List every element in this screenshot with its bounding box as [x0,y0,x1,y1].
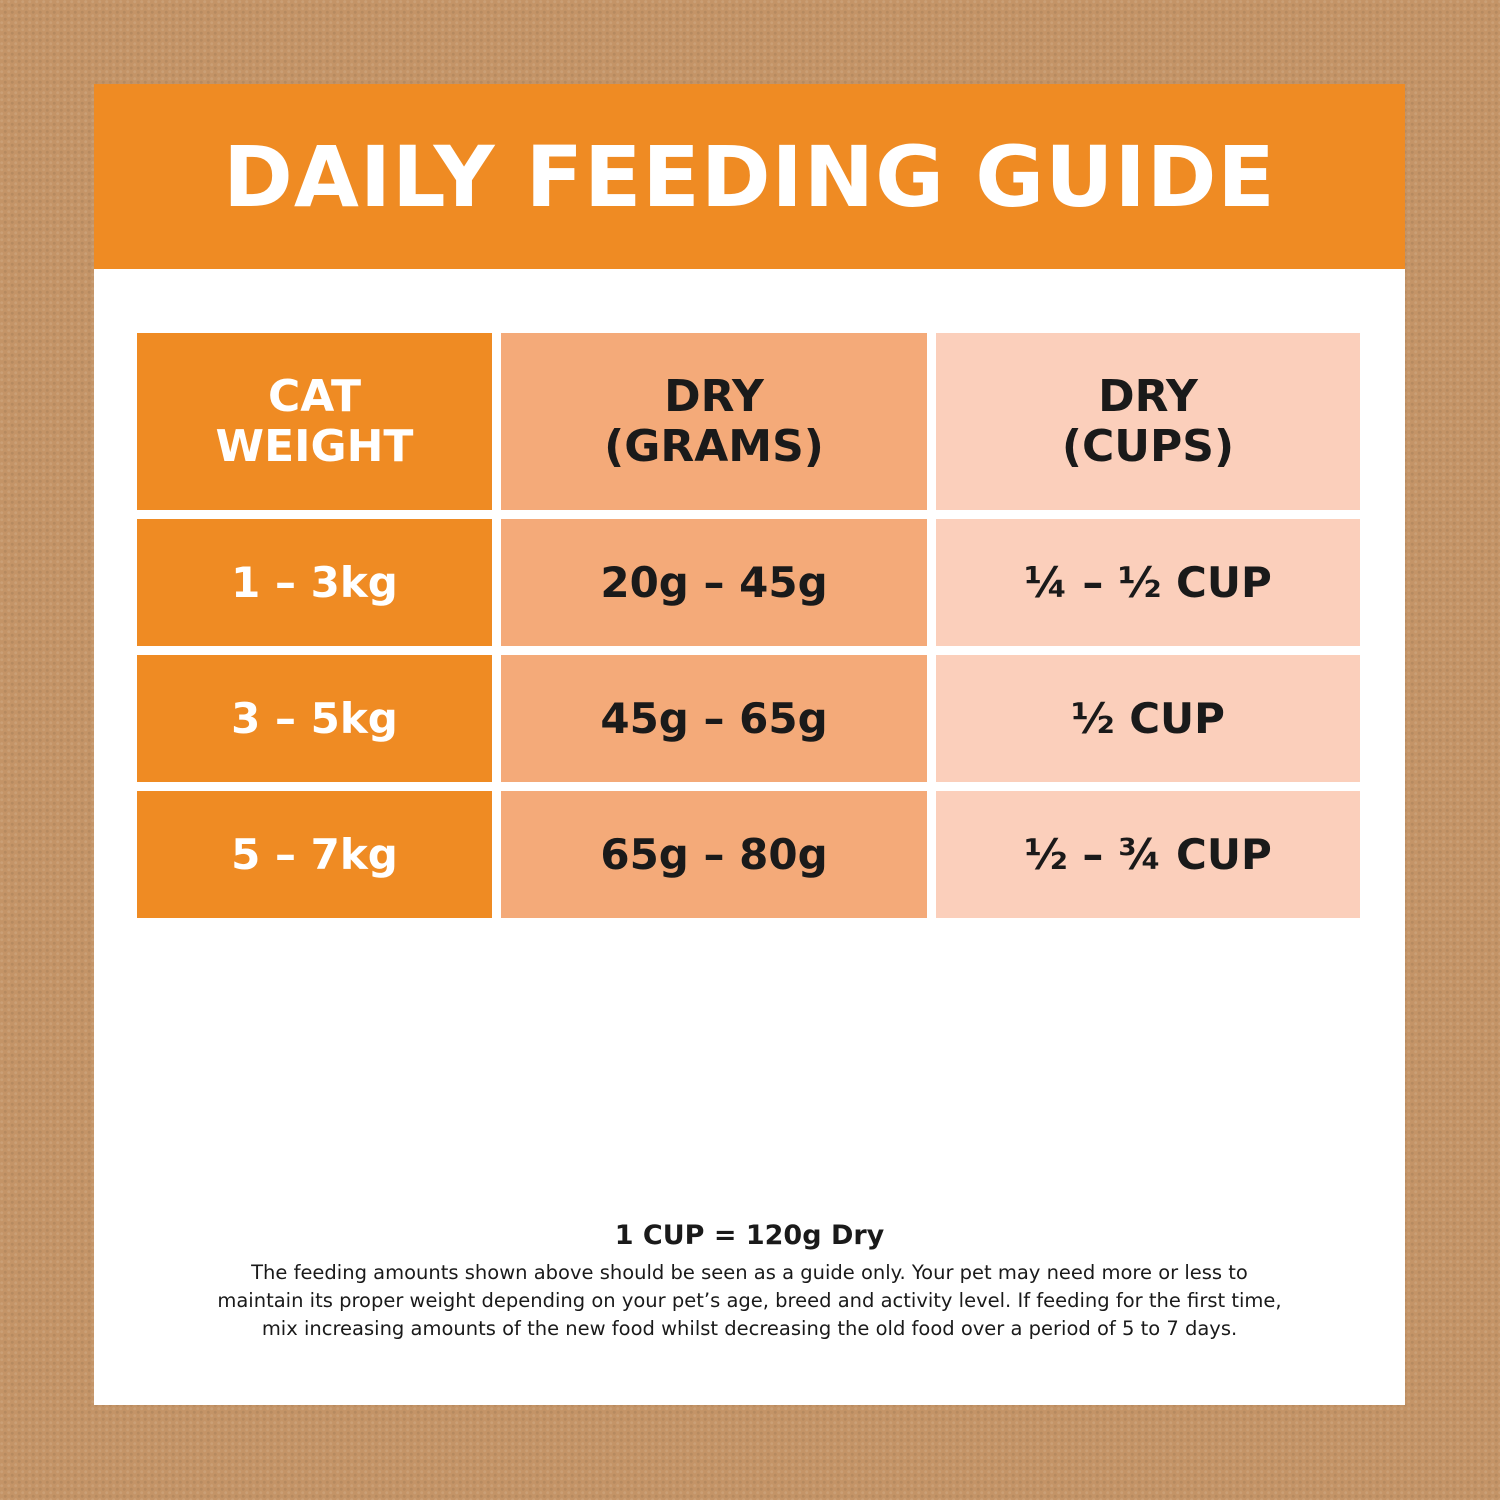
disclaimer-line: The feeding amounts shown above should b… [251,1261,1248,1284]
dry-grams-cell: 45g – 65g [501,655,927,782]
header-dry-cups-line1: DRY [1098,370,1198,422]
header-dry-cups: DRY (CUPS) [936,333,1360,510]
header-dry-grams: DRY (GRAMS) [501,333,927,510]
dry-grams-cell: 20g – 45g [501,519,927,646]
dry-grams-cell: 65g – 80g [501,791,927,918]
dry-cups-cell: ½ – ¾ CUP [936,791,1360,918]
title-banner: DAILY FEEDING GUIDE [94,84,1405,269]
footer-notes: 1 CUP = 120g Dry The feeding amounts sho… [94,1220,1405,1343]
dry-cups-cell: ¼ – ½ CUP [936,519,1360,646]
table-header-row: CAT WEIGHT DRY (GRAMS) DRY (CUPS) [137,333,1360,510]
table-row: 5 – 7kg 65g – 80g ½ – ¾ CUP [137,791,1360,918]
header-cat-weight-line2: WEIGHT [215,420,414,472]
header-cat-weight-line1: CAT [268,370,361,422]
disclaimer-line: maintain its proper weight depending on … [217,1289,1282,1312]
feeding-disclaimer: The feeding amounts shown above should b… [135,1259,1365,1343]
header-dry-grams-line2: (GRAMS) [604,420,824,472]
header-cat-weight: CAT WEIGHT [137,333,492,510]
cat-weight-cell: 5 – 7kg [137,791,492,918]
feeding-guide-card: DAILY FEEDING GUIDE CAT WEIGHT DRY (GRAM… [94,84,1405,1405]
cup-conversion-note: 1 CUP = 120g Dry [614,1220,885,1251]
header-dry-cups-line2: (CUPS) [1061,420,1235,472]
table-row: 1 – 3kg 20g – 45g ¼ – ½ CUP [137,519,1360,646]
page-title: DAILY FEEDING GUIDE [223,127,1276,226]
cat-weight-cell: 3 – 5kg [137,655,492,782]
header-dry-grams-line1: DRY [664,370,764,422]
feeding-table: CAT WEIGHT DRY (GRAMS) DRY (CUPS) 1 – 3k… [137,333,1360,927]
cat-weight-cell: 1 – 3kg [137,519,492,646]
dry-cups-cell: ½ CUP [936,655,1360,782]
disclaimer-line: mix increasing amounts of the new food w… [261,1317,1238,1340]
table-row: 3 – 5kg 45g – 65g ½ CUP [137,655,1360,782]
